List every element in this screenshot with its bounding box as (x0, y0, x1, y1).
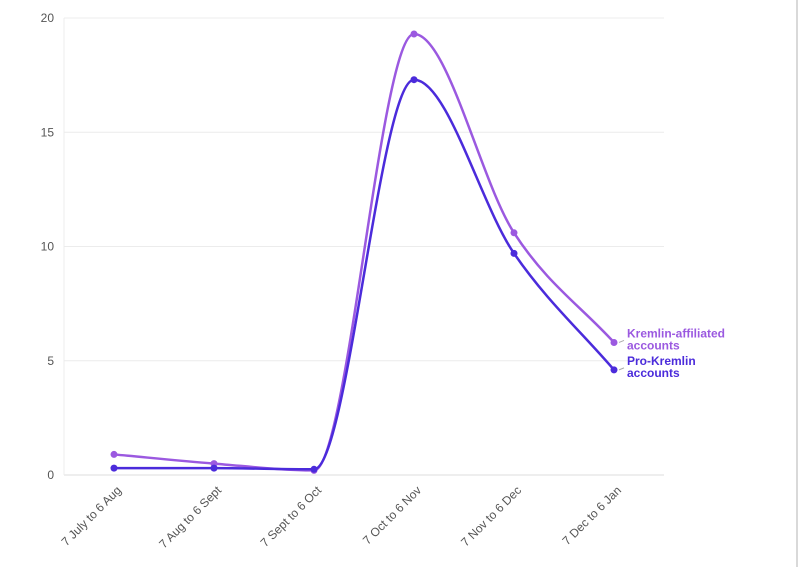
y-tick-label: 10 (41, 240, 55, 254)
y-tick-label: 20 (41, 11, 55, 25)
series-lines (110, 30, 618, 474)
label-connector (618, 367, 625, 371)
x-tick-label: 7 Aug to 6 Sept (156, 483, 224, 551)
data-point[interactable] (110, 464, 118, 472)
series-label: accounts (627, 366, 680, 380)
y-tick-label: 5 (47, 354, 54, 368)
data-point[interactable] (510, 249, 518, 257)
y-tick-label: 0 (47, 468, 54, 482)
series-line (114, 78, 615, 471)
x-tick-label: 7 July to 6 Aug (59, 483, 125, 549)
x-tick-label: 7 Nov to 6 Dec (458, 483, 524, 549)
x-tick-label: 7 Sept to 6 Oct (258, 483, 325, 550)
data-point[interactable] (510, 229, 518, 237)
series-label: Pro-Kremlin (627, 354, 696, 368)
x-axis-ticks: 7 July to 6 Aug 7 Aug to 6 Sept 7 Sept to … (59, 483, 625, 551)
y-tick-label: 15 (41, 125, 55, 139)
data-point[interactable] (310, 465, 318, 473)
data-point[interactable] (610, 338, 618, 346)
x-tick-label: 7 Dec to 6 Jan (559, 483, 624, 548)
label-connector (618, 340, 625, 343)
x-tick-label: 7 Oct to 6 Nov (360, 483, 424, 547)
y-axis-ticks: 0 5 10 15 20 (41, 11, 55, 482)
data-point[interactable] (110, 450, 118, 458)
data-point[interactable] (610, 366, 618, 374)
data-point[interactable] (410, 30, 418, 38)
data-point[interactable] (210, 464, 218, 472)
series-label: accounts (627, 338, 680, 352)
series-label: Kremlin-affiliated (627, 326, 725, 340)
data-point[interactable] (410, 76, 418, 84)
series-labels: Kremlin-affiliatedaccountsPro-Kremlinacc… (618, 326, 725, 380)
series-line (113, 32, 615, 472)
panel-edge (796, 0, 798, 567)
